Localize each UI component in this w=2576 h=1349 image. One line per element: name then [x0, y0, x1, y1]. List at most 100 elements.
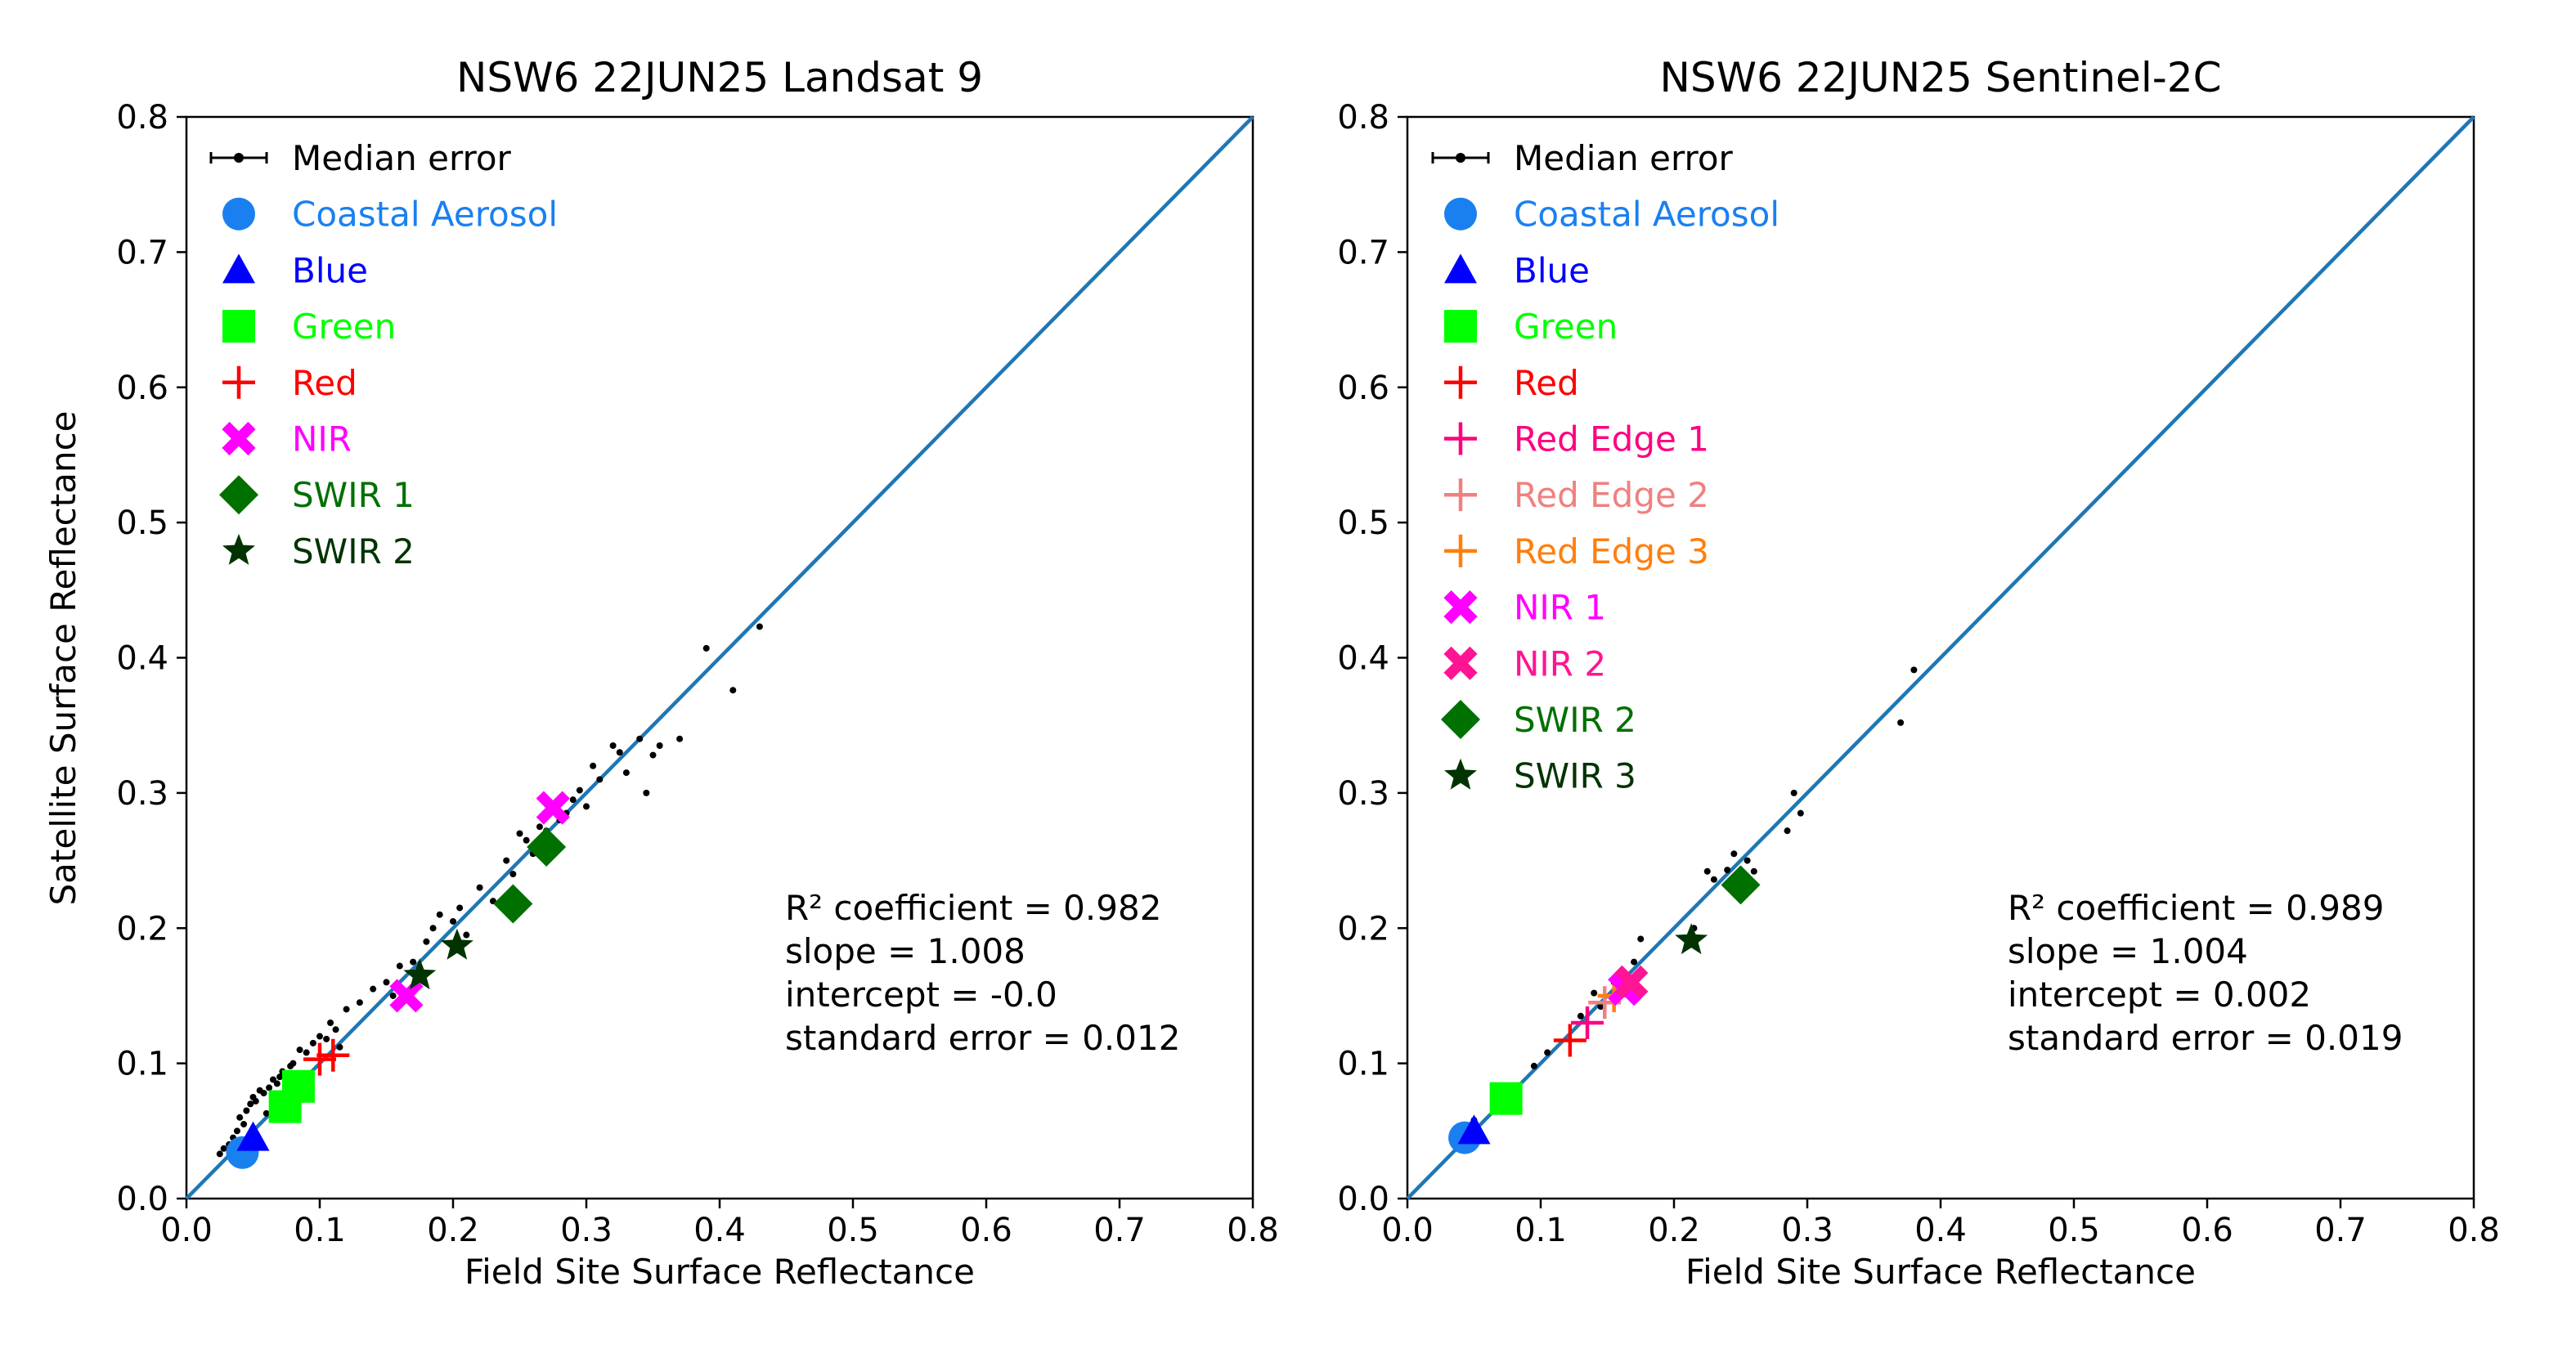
- regression-stats: R² coefficient = 0.989 slope = 1.004 int…: [2008, 888, 2403, 1058]
- x-axis-label: Field Site Surface Reflectance: [464, 1252, 975, 1292]
- chart-panel-landsat9: NSW6 22JUN25 Landsat 9 Field Site Surfac…: [43, 54, 1279, 1292]
- data-point-swir-2: [403, 958, 437, 990]
- x-tick-label: 0.2: [1648, 1212, 1700, 1249]
- median-error-point: [1710, 876, 1717, 883]
- legend-marker-x: [1443, 590, 1478, 625]
- y-tick-label: 0.8: [116, 99, 168, 137]
- legend-marker-errorbar: [209, 152, 268, 164]
- median-error-point: [576, 787, 583, 794]
- median-error-point: [233, 1127, 240, 1135]
- legend-label: Median error: [292, 138, 512, 178]
- x-axis-label: Field Site Surface Reflectance: [1685, 1252, 2196, 1292]
- one-to-one-line: [1406, 115, 2475, 1200]
- median-error-point: [1631, 958, 1638, 966]
- median-error-point: [260, 1090, 267, 1097]
- plot-area: 0.00.0 0.1 0.1 0.2 0.2 0.3 0.3 0.4 0.4 0.5 0.5 0.6 0…: [116, 99, 1278, 1249]
- median-error-point: [240, 1121, 248, 1128]
- stat-standard-error: standard error = 0.019: [2008, 1018, 2403, 1058]
- median-error-point: [456, 904, 464, 912]
- regression-stats: R² coefficient = 0.982 slope = 1.008 int…: [785, 888, 1180, 1058]
- legend-marker-errorbar: [1431, 152, 1490, 164]
- median-error-point: [1591, 989, 1598, 997]
- median-error-point: [536, 823, 543, 831]
- median-error-point: [1530, 1062, 1537, 1069]
- chart-panel-sentinel2c: NSW6 22JUN25 Sentinel-2C Field Site Surf…: [1337, 54, 2499, 1292]
- median-error-point: [316, 1033, 323, 1040]
- plot-area: 0.00.0 0.1 0.1 0.2 0.2 0.3 0.3 0.4 0.4 0.5 0.5 0.6 0…: [1337, 99, 2499, 1249]
- one-to-one-line: [185, 115, 1254, 1200]
- y-tick-label: 0.5: [1337, 504, 1389, 542]
- median-error-point: [523, 836, 530, 844]
- y-tick-label: 0.1: [116, 1046, 168, 1083]
- median-error-point: [356, 999, 363, 1006]
- legend-label: Green: [1514, 307, 1618, 347]
- y-tick-label: 0.2: [116, 910, 168, 948]
- x-tick-label: 0.8: [1227, 1212, 1279, 1249]
- legend: Median error Coastal Aerosol Blue Green Red N…: [209, 138, 558, 571]
- legend-marker-triangle: [1444, 253, 1477, 284]
- legend-marker-circle: [1444, 197, 1477, 231]
- median-error-point: [389, 992, 397, 999]
- legend-label: Red Edge 1: [1514, 419, 1709, 459]
- x-tick-label: 0.1: [294, 1212, 346, 1249]
- legend-label: Coastal Aerosol: [1514, 195, 1779, 235]
- legend: Median error Coastal Aerosol Blue Green Red R…: [1431, 138, 1779, 796]
- median-error-point: [476, 884, 483, 891]
- legend-marker-square: [1444, 310, 1477, 343]
- median-error-point: [569, 796, 577, 804]
- y-tick-label: 0.4: [1337, 640, 1389, 678]
- median-error-point: [1703, 867, 1711, 875]
- legend-label: Blue: [292, 250, 368, 290]
- x-tick-label: 0.6: [960, 1212, 1012, 1249]
- median-error-point: [247, 1100, 254, 1108]
- median-error-point: [702, 644, 710, 652]
- x-tick-label: 0.7: [1093, 1212, 1146, 1249]
- median-error-point: [463, 931, 470, 939]
- y-tick-label: 0.7: [116, 234, 168, 271]
- x-tick-label: 0.4: [1914, 1212, 1967, 1249]
- y-tick-label: 0.3: [1337, 775, 1389, 813]
- median-error-point: [252, 1097, 259, 1105]
- median-error-point: [1724, 867, 1731, 874]
- median-error-point: [336, 1043, 343, 1051]
- median-error-point: [649, 751, 657, 759]
- median-error-point: [327, 1020, 334, 1027]
- legend-label: NIR 2: [1514, 643, 1606, 683]
- data-point-nir: [536, 791, 570, 825]
- median-error-point: [1784, 827, 1791, 835]
- stat-slope: slope = 1.008: [785, 931, 1025, 971]
- legend-marker-plus: [222, 365, 255, 399]
- median-error-point: [1790, 789, 1797, 796]
- median-error-point: [609, 742, 617, 749]
- stat-intercept: intercept = 0.002: [2008, 975, 2311, 1015]
- median-error-point: [643, 789, 650, 796]
- data-point-swir-2: [440, 928, 473, 960]
- median-error-point: [296, 1046, 303, 1054]
- legend-label: Coastal Aerosol: [292, 195, 558, 235]
- chart-title: NSW6 22JUN25 Landsat 9: [456, 54, 983, 101]
- legend-label: NIR 1: [1514, 588, 1606, 628]
- median-error-point: [676, 735, 684, 742]
- median-error-point: [410, 958, 417, 966]
- median-error-point: [1910, 666, 1918, 674]
- median-error-point: [429, 925, 437, 932]
- median-error-point: [220, 1145, 227, 1152]
- legend-label: Red Edge 2: [1514, 475, 1709, 515]
- y-tick-label: 0.2: [1337, 910, 1389, 948]
- median-error-point: [656, 742, 663, 749]
- median-error-point: [263, 1109, 270, 1117]
- data-point-nir-2: [1614, 965, 1649, 999]
- legend-label: NIR: [292, 419, 352, 459]
- data-point-green: [1489, 1082, 1523, 1115]
- legend-label: Green: [292, 307, 396, 347]
- y-tick-label: 0.8: [1337, 99, 1389, 137]
- median-error-point: [583, 803, 590, 810]
- median-error-point: [303, 1049, 310, 1056]
- x-tick-label: 0.1: [1515, 1212, 1567, 1249]
- legend-marker-triangle: [222, 253, 255, 284]
- data-point-red: [303, 1042, 336, 1076]
- x-tick-label: 0.5: [827, 1212, 879, 1249]
- median-error-point: [216, 1150, 223, 1158]
- data-point-swir-2: [1721, 865, 1761, 905]
- median-error-point: [616, 749, 623, 756]
